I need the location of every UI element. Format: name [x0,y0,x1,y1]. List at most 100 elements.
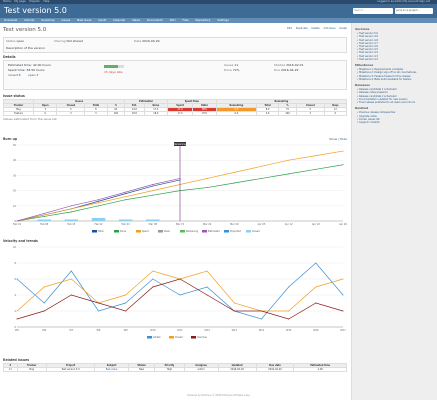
y-tick-label: 20 [13,190,17,193]
data-point [288,310,290,312]
sidebar-item[interactable]: • Test version 4.8 [357,38,378,42]
menu-activity[interactable]: Activity [24,18,35,22]
topbar-help[interactable]: Help [43,0,50,3]
sidebar-section-title: Versions [355,27,370,31]
sidebar-item-link[interactable]: Known issues list [359,117,380,121]
menu-documents[interactable]: Documents [146,18,163,22]
sidebar-item[interactable]: • Milestone 1: Requirements complete [357,68,404,72]
sidebar-item[interactable]: • Test version 4.9 [357,35,378,39]
sidebar-item[interactable]: • Previous release retrospective [357,111,396,115]
x-tick-label: W8 [97,329,101,332]
search-input[interactable]: Search: [353,8,393,14]
data-point [98,310,99,312]
menu-settings[interactable]: Settings [217,18,229,22]
y-tick-label: 40 [13,159,17,162]
menu-news[interactable]: News [132,18,140,22]
sidebar-item-link[interactable]: Test version 4.5 [359,48,378,52]
table-cell[interactable]: 21 [3,367,18,372]
duplicate-link[interactable]: Duplicate [295,27,308,30]
detail-label-1: Done [224,68,232,72]
sidebar-item[interactable]: • Milestone 4: Beta build available for … [357,77,412,81]
topbar-home[interactable]: Home [3,0,11,3]
menu-wiki[interactable]: Wiki [169,18,176,22]
sidebar-item-link[interactable]: Documentation updated for new version [359,97,408,101]
sidebar-item[interactable]: • Known issues list [357,117,380,121]
sidebar-item-link[interactable]: Test version 4.9 [359,35,378,39]
sidebar-item-link[interactable]: Final release published to all users and… [359,101,416,105]
sidebar-item[interactable]: • Release candidate 2 scheduled [357,94,397,98]
sidebar-item[interactable]: • Test version 4.2 [357,57,378,61]
topbar-account[interactable]: Logged in as admin My account Sign out [377,0,430,3]
sidebar: Versions • Test version 5.0 • Test version… [351,23,437,400]
sidebar-item-link[interactable]: Test version 4.2 [359,57,378,61]
main-content: Edit Duplicate Delete Add issue Graph Te… [3,27,348,399]
table-cell[interactable]: Bad value [94,367,129,372]
sidebar-item[interactable]: • Final release published to all users a… [357,101,416,105]
topbar-mypage[interactable]: My page [14,0,26,3]
sidebar-item[interactable]: • Test version 4.3 [357,54,378,58]
sidebar-item[interactable]: • Test version 4.7 [357,41,378,45]
sidebar-item[interactable]: • Documentation updated for new version [357,97,408,101]
x-tick-label: Feb 08 [40,223,49,226]
open-link[interactable]: open 3 [28,73,39,77]
date-value: 2016-04-29 [142,39,160,43]
sidebar-item[interactable]: • Release candidate 1 scheduled [357,88,397,92]
sidebar-item-link[interactable]: Release notes prepared [359,91,388,95]
delete-link[interactable]: Delete [311,27,320,30]
menu-gantt[interactable]: Gantt [98,18,107,22]
sidebar-item-link[interactable]: Milestone 4: Beta build available for te… [359,77,412,81]
menu-calendar[interactable]: Calendar [112,18,126,22]
topbar-projects[interactable]: Projects [29,0,40,3]
menu-issues[interactable]: Issues [61,18,71,22]
sidebar-item-link[interactable]: Test version 5.0 [359,32,378,36]
y-tick-label: 8 [14,262,16,265]
menu-files[interactable]: Files [182,18,189,22]
sidebar-item[interactable]: • Milestone 3: Feature freeze for this r… [357,74,411,78]
data-point [342,164,344,166]
sidebar-item-link[interactable]: Test version 4.8 [359,38,378,42]
sidebar-item-link[interactable]: Milestone 2: Design sign-off on all core… [359,71,417,75]
sidebar-item-link[interactable]: Release candidate 2 scheduled [359,94,397,98]
data-point [98,202,99,204]
sidebar-item[interactable]: • Release notes prepared [357,91,388,95]
table-cell[interactable]: Feature [3,111,34,116]
sidebar-item-link[interactable]: Support contacts [359,121,380,125]
sidebar-item[interactable]: • Milestone 2: Design sign-off on all co… [357,71,417,75]
legend-swatch [158,230,163,233]
sidebar-item[interactable]: • Test version 5.0 [357,32,378,36]
menu-new-issue[interactable]: New issue [77,18,92,22]
sidebar-item-link[interactable]: Test version 4.3 [359,54,378,58]
add-issue-link[interactable]: Add issue [323,27,336,30]
menu-repository[interactable]: Repository [195,18,211,22]
menu-roadmap[interactable]: Roadmap [41,18,55,22]
sidebar-item-link[interactable]: Test version 4.6 [359,45,378,49]
burnup-toggle[interactable]: Show / Hide [329,137,347,141]
project-jump-select[interactable]: Jump to a project... [395,8,433,14]
closed-link[interactable]: closed 8 [8,73,21,77]
x-tick-label: Mar 29 [230,223,239,226]
x-tick-label: W15 [286,329,292,332]
table-row[interactable]: 21 Bug Test version 5.0 Bad value New High adm… [3,367,347,372]
sidebar-item-link[interactable]: Previous release retrospective [359,111,396,115]
sidebar-item-link[interactable]: Milestone 1: Requirements complete [359,68,404,72]
sidebar-item[interactable]: • Support contacts [357,121,380,125]
sidebar-item[interactable]: • Test version 4.5 [357,48,378,52]
sidebar-item-link[interactable]: Release candidate 1 scheduled [359,88,397,92]
sidebar-item-link[interactable]: Test version 4.7 [359,41,378,45]
sidebar-item[interactable]: • Upgrade notes [357,114,377,118]
data-point [98,199,99,201]
version-actions: Edit Duplicate Delete Add issue Graph [284,27,347,30]
sidebar-item[interactable]: • Test version 4.6 [357,45,378,49]
menu-overview[interactable]: Overview [4,18,18,22]
sidebar-item-link[interactable]: Upgrade notes [359,114,377,118]
sidebar-item[interactable]: • Test version 4.4 [357,51,378,55]
data-point [125,302,127,304]
bar [37,219,51,221]
edit-link[interactable]: Edit [287,27,292,30]
burnup-title: Burn up [3,137,18,141]
sidebar-item-link[interactable]: Test version 4.4 [359,51,378,55]
sidebar-section-title: Related [355,106,369,111]
graph-link[interactable]: Graph [339,27,347,30]
sidebar-item-link[interactable]: Milestone 3: Feature freeze for this rel… [359,74,411,78]
x-tick-label: Mar 08 [149,223,158,226]
